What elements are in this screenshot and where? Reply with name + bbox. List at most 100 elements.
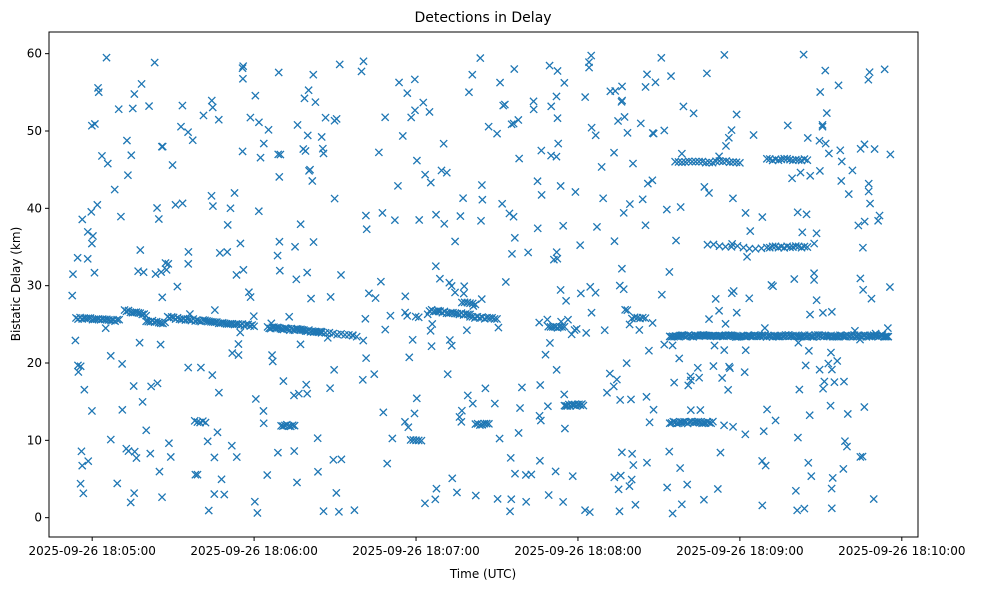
data-point bbox=[246, 293, 255, 302]
data-point bbox=[560, 424, 569, 433]
data-point bbox=[207, 96, 216, 105]
data-point bbox=[686, 406, 695, 415]
data-point bbox=[834, 81, 843, 90]
data-point bbox=[541, 350, 550, 359]
data-point bbox=[164, 439, 173, 448]
data-point bbox=[361, 211, 370, 220]
data-point bbox=[407, 113, 416, 122]
data-point bbox=[683, 480, 692, 489]
data-point bbox=[668, 509, 677, 518]
data-point bbox=[842, 442, 852, 451]
data-point bbox=[708, 417, 717, 426]
data-point bbox=[296, 220, 305, 229]
y-tick-label: 30 bbox=[27, 279, 42, 293]
data-point bbox=[793, 208, 802, 217]
data-point bbox=[204, 506, 213, 515]
data-point bbox=[824, 359, 833, 368]
data-point bbox=[609, 382, 618, 391]
data-point bbox=[582, 328, 591, 337]
data-point bbox=[803, 156, 812, 165]
data-point bbox=[155, 467, 164, 476]
data-point bbox=[78, 215, 87, 224]
data-point bbox=[214, 388, 223, 397]
data-point bbox=[228, 349, 237, 358]
data-point bbox=[90, 119, 99, 129]
data-point bbox=[214, 115, 223, 124]
data-point bbox=[552, 152, 561, 161]
data-point bbox=[381, 325, 390, 334]
data-point bbox=[688, 157, 697, 166]
data-point bbox=[826, 348, 836, 357]
data-point bbox=[123, 171, 132, 180]
data-point bbox=[288, 421, 297, 430]
data-point bbox=[612, 375, 621, 384]
data-point bbox=[398, 131, 407, 141]
data-point bbox=[616, 395, 625, 405]
data-point bbox=[435, 274, 444, 283]
data-point bbox=[801, 361, 810, 370]
data-point bbox=[490, 314, 499, 323]
plot-area-frame bbox=[48, 31, 919, 538]
data-point bbox=[162, 265, 171, 274]
data-point bbox=[883, 324, 892, 333]
data-point bbox=[130, 447, 139, 456]
data-point bbox=[481, 384, 490, 393]
data-point bbox=[403, 89, 412, 98]
data-point bbox=[130, 89, 139, 99]
data-point bbox=[171, 200, 180, 209]
data-point bbox=[101, 324, 110, 333]
data-point bbox=[431, 262, 440, 271]
data-point bbox=[358, 375, 367, 384]
data-point bbox=[102, 53, 111, 62]
data-point bbox=[824, 149, 833, 158]
chart-title: Detections in Delay bbox=[414, 10, 551, 26]
data-point bbox=[623, 306, 632, 315]
data-point bbox=[827, 307, 836, 316]
data-point bbox=[614, 485, 623, 494]
data-point bbox=[308, 176, 317, 186]
data-point bbox=[515, 403, 525, 413]
data-point bbox=[275, 237, 284, 246]
data-point bbox=[184, 128, 193, 137]
data-point bbox=[352, 332, 361, 341]
data-point bbox=[76, 362, 85, 371]
data-point bbox=[253, 508, 262, 517]
data-point bbox=[68, 270, 78, 279]
data-point bbox=[68, 291, 77, 300]
data-point bbox=[514, 428, 523, 438]
data-point bbox=[740, 368, 749, 377]
data-point bbox=[535, 456, 544, 465]
data-point bbox=[642, 392, 651, 401]
data-point bbox=[728, 422, 738, 431]
data-point bbox=[609, 148, 619, 157]
y-axis-ticks: 0 10 20 30 40 50 60 bbox=[27, 47, 49, 525]
data-point bbox=[627, 475, 636, 484]
data-point bbox=[215, 248, 224, 257]
data-point bbox=[535, 318, 544, 327]
data-point bbox=[256, 153, 265, 162]
data-point bbox=[404, 423, 413, 432]
data-point bbox=[468, 70, 477, 79]
data-point bbox=[836, 146, 845, 155]
data-point bbox=[788, 174, 797, 183]
data-point bbox=[313, 434, 322, 443]
data-point bbox=[864, 187, 873, 196]
data-point bbox=[259, 406, 268, 416]
data-point bbox=[556, 181, 565, 191]
data-point bbox=[468, 399, 477, 408]
data-point bbox=[613, 116, 623, 126]
data-point bbox=[710, 341, 719, 350]
data-point bbox=[433, 306, 443, 315]
data-point bbox=[674, 157, 683, 167]
data-point bbox=[254, 207, 263, 216]
data-point bbox=[524, 248, 533, 257]
data-point bbox=[724, 133, 733, 142]
data-point bbox=[223, 247, 232, 257]
data-point bbox=[73, 361, 83, 370]
data-point bbox=[191, 470, 200, 479]
data-point bbox=[74, 367, 83, 377]
data-point bbox=[452, 488, 462, 497]
data-point bbox=[426, 178, 435, 187]
data-point bbox=[543, 315, 552, 324]
